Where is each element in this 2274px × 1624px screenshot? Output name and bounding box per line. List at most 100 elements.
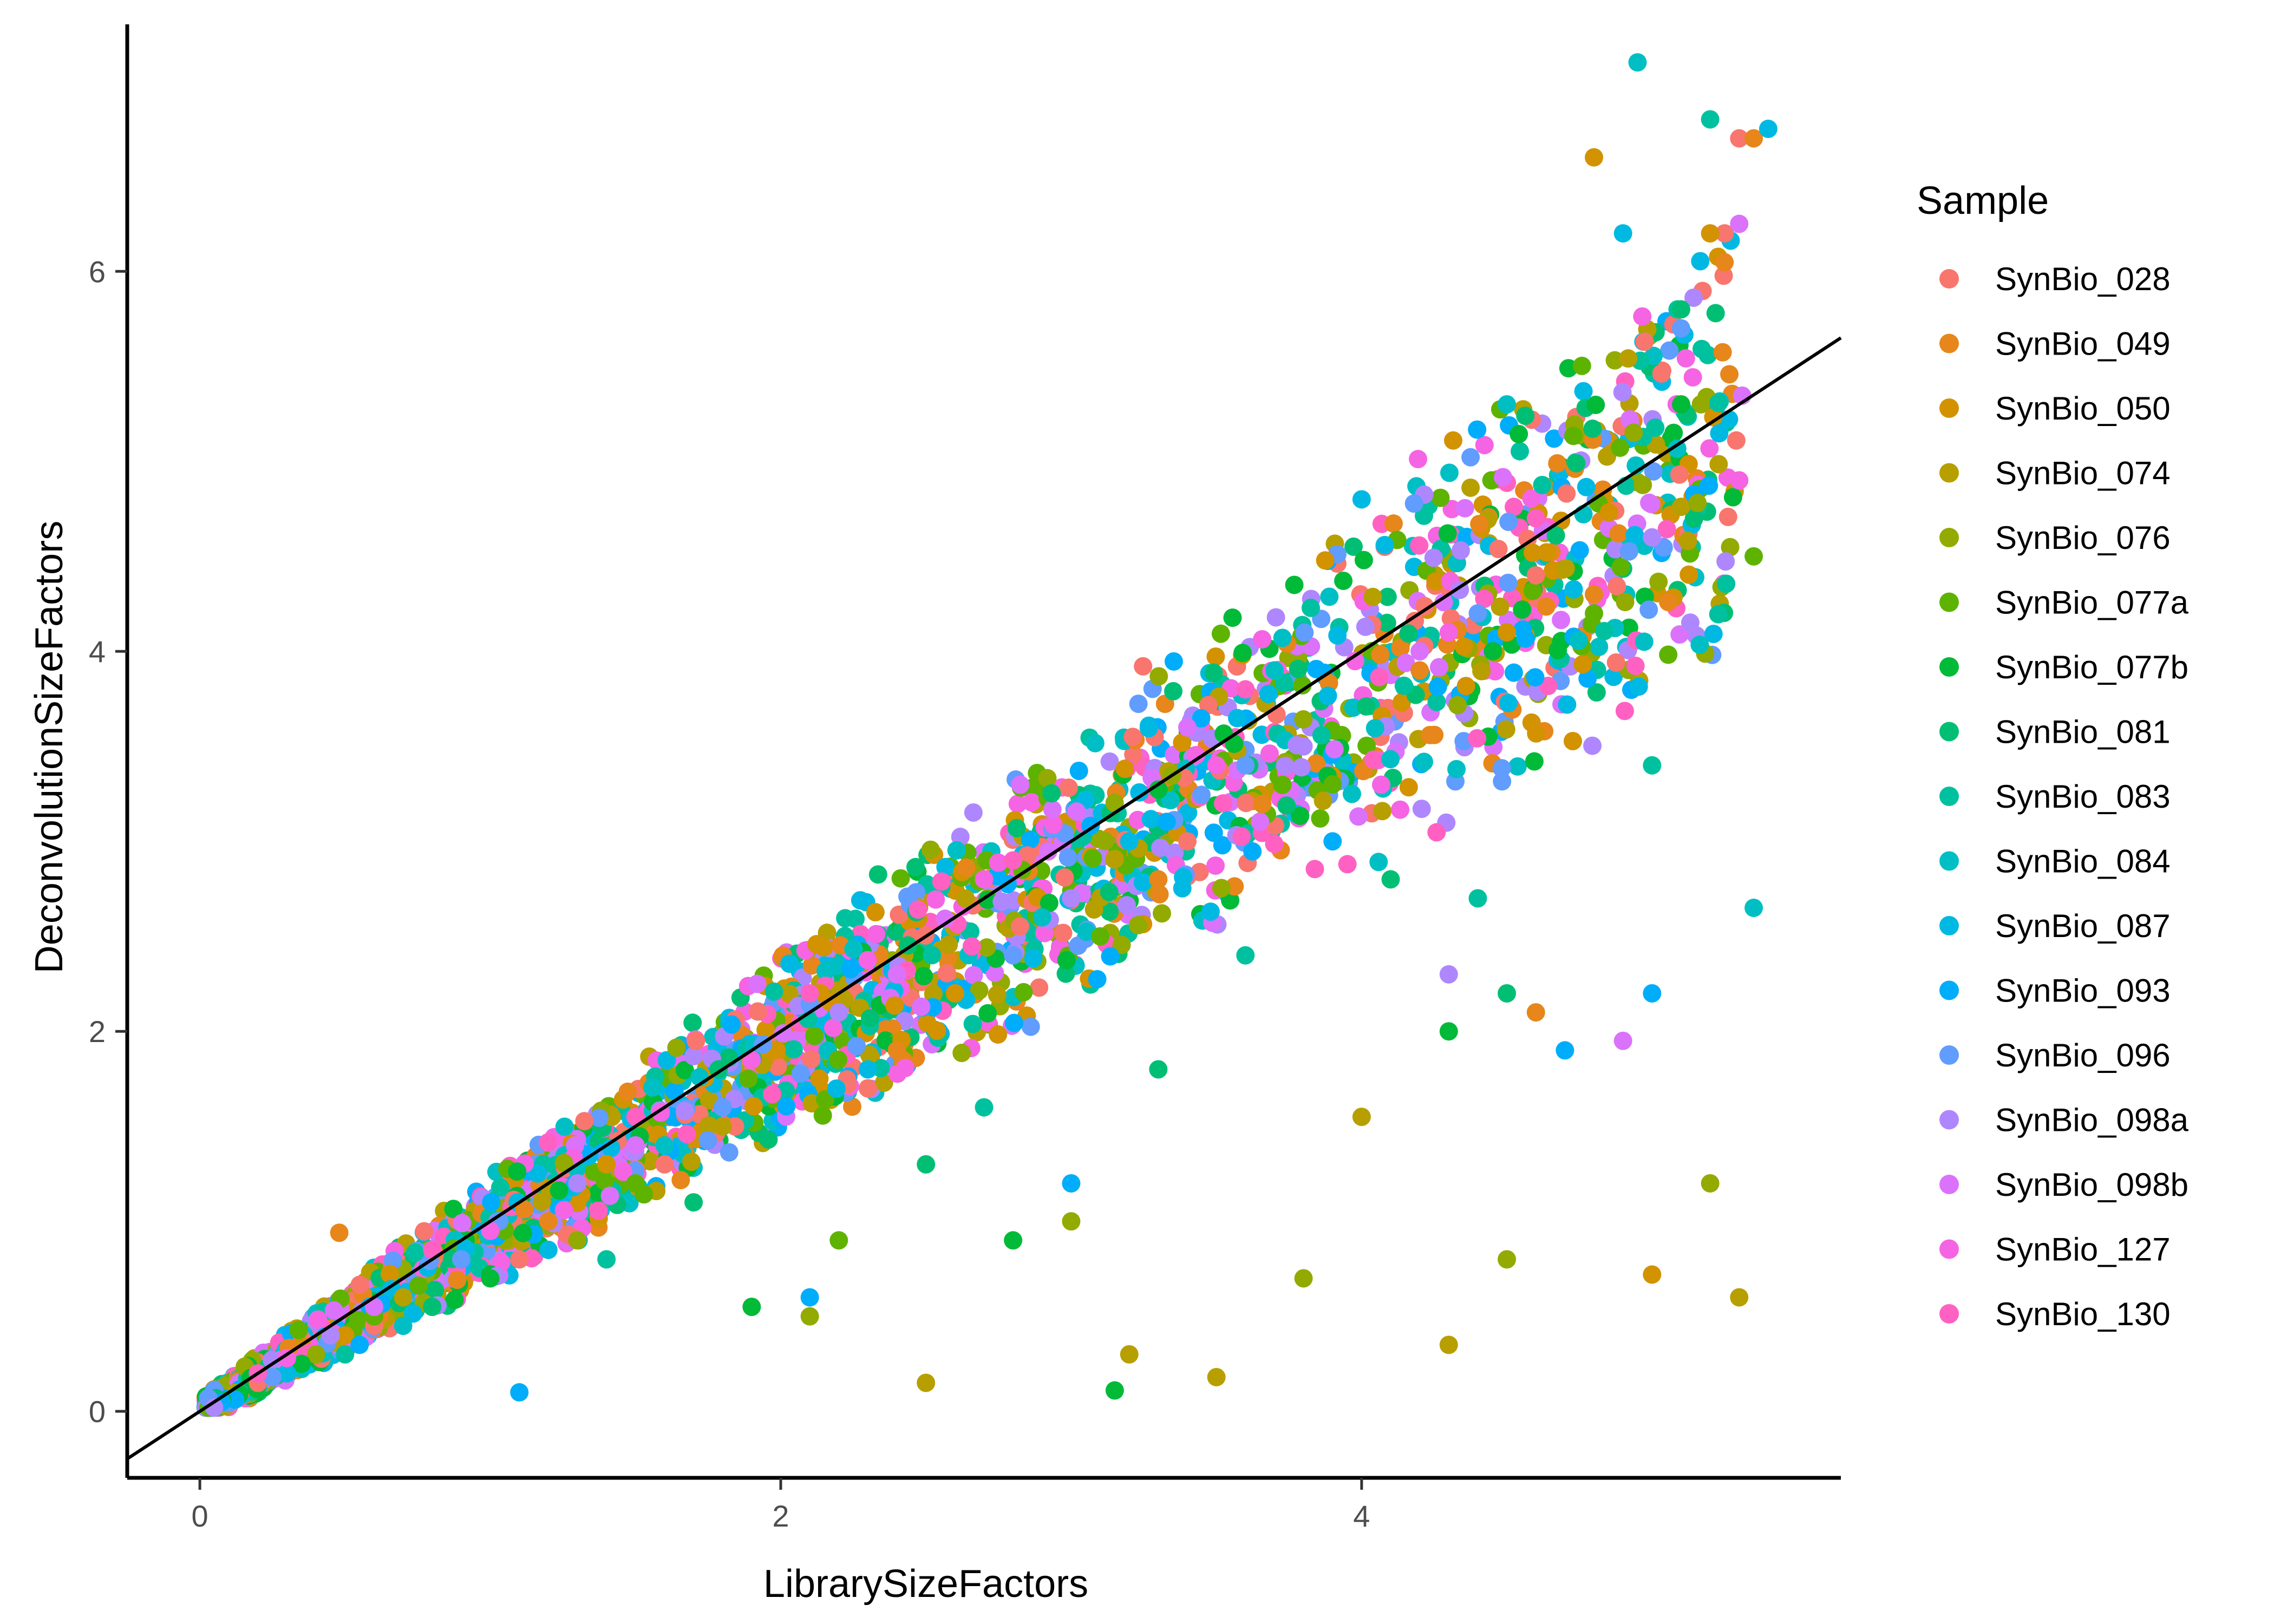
point-cloud	[1057, 951, 1076, 970]
point-cloud	[657, 1051, 676, 1070]
point-cloud	[1523, 581, 1542, 600]
point-cloud	[482, 1193, 501, 1212]
point-cloud	[1454, 637, 1473, 656]
point-cloud	[1642, 495, 1661, 514]
point-cloud	[1714, 266, 1733, 285]
point-cloud	[1438, 524, 1457, 543]
point-cloud	[1124, 745, 1143, 764]
y-tick-label: 4	[89, 634, 106, 669]
point-cloud	[1100, 883, 1119, 902]
legend-key	[1939, 1110, 1959, 1130]
data-point	[1149, 870, 1168, 889]
point-cloud	[936, 857, 955, 876]
data-point	[1498, 395, 1517, 414]
point-cloud	[957, 858, 976, 877]
data-point	[1730, 214, 1749, 233]
points-layer	[196, 53, 1778, 1417]
data-point	[1613, 1031, 1632, 1050]
point-cloud	[1276, 756, 1295, 775]
legend-label: SynBio_096	[1995, 1037, 2171, 1073]
point-cloud	[1253, 795, 1272, 814]
point-cloud	[1369, 853, 1388, 872]
point-cloud	[1556, 559, 1575, 578]
point-cloud	[1428, 677, 1447, 696]
point-cloud	[1442, 500, 1461, 519]
data-point	[292, 1354, 311, 1373]
data-point	[917, 1155, 936, 1174]
point-cloud	[1011, 775, 1030, 794]
point-cloud	[539, 1133, 558, 1152]
data-point	[1062, 1212, 1081, 1231]
point-cloud	[515, 1200, 534, 1219]
point-cloud	[1548, 454, 1567, 473]
point-cloud	[404, 1304, 423, 1323]
data-point	[1671, 319, 1690, 338]
point-cloud	[1461, 478, 1480, 497]
data-point	[975, 870, 994, 889]
point-cloud	[415, 1222, 434, 1241]
point-cloud	[1007, 818, 1026, 837]
point-cloud	[867, 925, 886, 944]
data-point	[1498, 1250, 1517, 1269]
point-cloud	[1513, 600, 1532, 619]
data-point	[626, 1174, 645, 1193]
legend-label: SynBio_077b	[1995, 649, 2188, 685]
point-cloud	[1633, 475, 1652, 494]
point-cloud	[1149, 667, 1168, 686]
point-cloud	[1354, 551, 1373, 569]
point-cloud	[1564, 580, 1583, 599]
point-cloud	[1684, 288, 1703, 307]
legend-label: SynBio_077a	[1995, 585, 2189, 621]
point-cloud	[575, 1112, 594, 1131]
data-point	[1410, 642, 1429, 661]
point-cloud	[1558, 695, 1577, 714]
point-cloud	[1657, 520, 1676, 539]
point-cloud	[1510, 442, 1529, 461]
point-cloud	[1129, 695, 1148, 713]
point-cloud	[1670, 625, 1689, 644]
data-point	[1062, 1174, 1081, 1193]
legend-label: SynBio_098a	[1995, 1102, 2189, 1138]
legend-key	[1939, 463, 1959, 483]
point-cloud	[1410, 536, 1429, 555]
point-cloud	[1086, 734, 1105, 752]
point-cloud	[1223, 608, 1242, 627]
legend-key	[1939, 1239, 1959, 1259]
point-cloud	[1295, 623, 1314, 642]
point-cloud	[1233, 644, 1252, 663]
data-point	[1207, 756, 1226, 775]
point-cloud	[1211, 624, 1230, 643]
legend-label: SynBio_074	[1995, 455, 2171, 492]
point-cloud	[784, 1040, 803, 1059]
data-point	[1643, 984, 1662, 1003]
point-cloud	[1151, 839, 1170, 857]
legend-key	[1939, 333, 1959, 353]
point-cloud	[1609, 524, 1628, 543]
point-cloud	[1357, 697, 1376, 716]
point-cloud	[1069, 761, 1088, 780]
point-cloud	[1577, 477, 1596, 496]
legend-item: SynBio_050	[1939, 390, 2171, 427]
point-cloud	[923, 946, 942, 965]
point-cloud	[1130, 783, 1149, 802]
data-point	[1439, 1022, 1458, 1041]
point-cloud	[1149, 780, 1168, 799]
point-cloud	[1587, 683, 1606, 702]
point-cloud	[1691, 252, 1710, 271]
point-cloud	[1253, 630, 1272, 649]
point-cloud	[1590, 637, 1609, 656]
data-point	[263, 1367, 282, 1386]
point-cloud	[1713, 343, 1732, 362]
identity-reference-line	[126, 336, 1842, 1461]
legend-key	[1939, 1304, 1959, 1324]
point-cloud	[406, 1243, 424, 1262]
point-cloud	[532, 1192, 551, 1211]
x-tick-label: 0	[192, 1499, 208, 1533]
data-point	[1526, 1003, 1545, 1022]
point-cloud	[555, 1117, 574, 1136]
legend-key	[1939, 1175, 1959, 1194]
data-point	[1556, 1041, 1574, 1060]
point-cloud	[1371, 775, 1390, 794]
data-point	[1004, 851, 1023, 870]
point-cloud	[1192, 785, 1211, 804]
